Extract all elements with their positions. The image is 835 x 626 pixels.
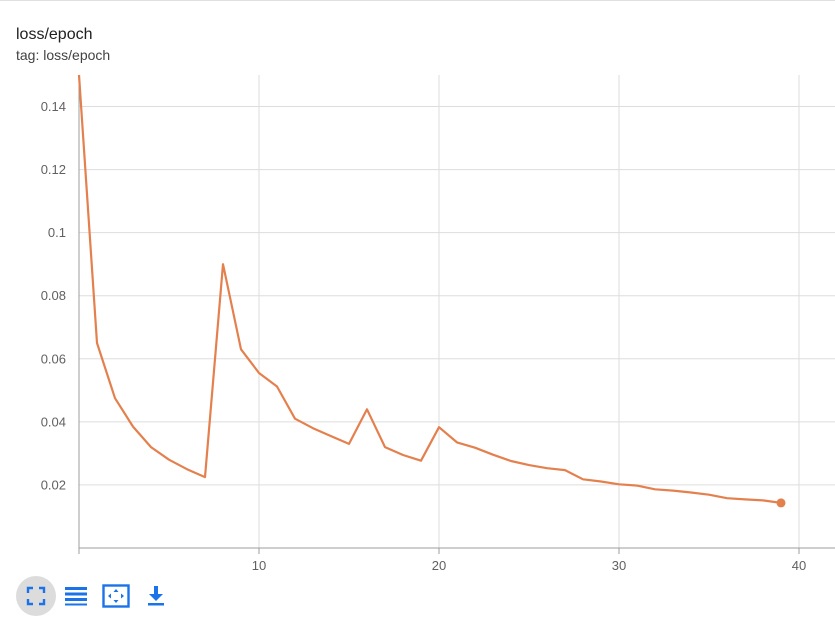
y-tick-label: 0.1 (48, 225, 66, 240)
list-lines-icon (65, 587, 87, 606)
download-button[interactable] (136, 576, 176, 616)
card-title: loss/epoch (16, 26, 93, 43)
axis-layer (78, 75, 835, 554)
series-layer (77, 74, 786, 508)
toggle-log-lines-button[interactable] (56, 576, 96, 616)
chart-toolbar (16, 576, 176, 616)
x-tick-label: 20 (432, 558, 446, 573)
x-tick-label: 30 (612, 558, 626, 573)
x-tick-label: 40 (792, 558, 806, 573)
top-rule (0, 0, 835, 1)
fullscreen-toggle-icon (26, 586, 46, 606)
card-tag: tag: loss/epoch (16, 47, 111, 63)
y-tick-label: 0.12 (41, 162, 66, 177)
y-tick-label: 0.06 (41, 351, 66, 366)
y-tick-label: 0.14 (41, 99, 66, 114)
card-header: loss/epoch tag: loss/epoch (16, 26, 110, 64)
last-point-marker[interactable] (776, 498, 786, 508)
fit-domain-icon (102, 584, 130, 608)
line-chart[interactable]: 0.02 0.04 0.06 0.08 0.1 0.12 0.14 10 20 30 40 (0, 0, 835, 576)
download-icon (148, 586, 164, 606)
series-line (77, 74, 782, 504)
y-tick-label: 0.08 (41, 288, 66, 303)
grid-layer (79, 75, 835, 548)
fullscreen-toggle-button[interactable] (16, 576, 56, 616)
y-tick-label: 0.02 (41, 477, 66, 492)
tick-labels: 0.02 0.04 0.06 0.08 0.1 0.12 0.14 10 20 30 40 (41, 99, 807, 573)
fit-domain-button[interactable] (96, 576, 136, 616)
y-tick-label: 0.04 (41, 414, 66, 429)
x-tick-label: 10 (252, 558, 266, 573)
